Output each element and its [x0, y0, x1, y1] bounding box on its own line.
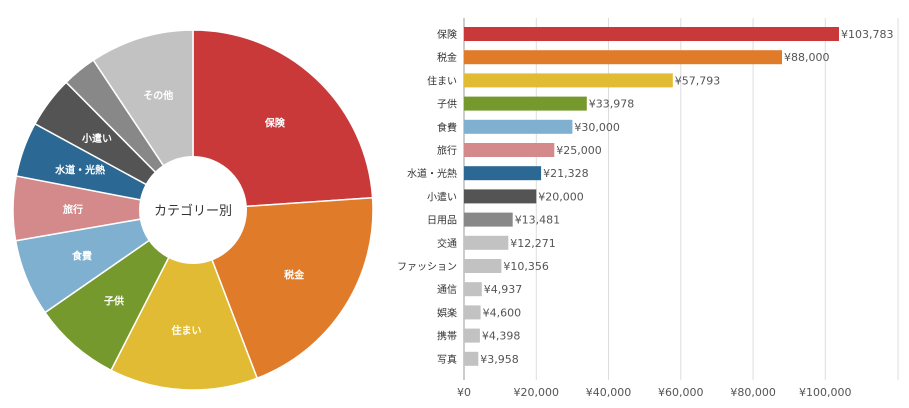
value-label: ¥25,000: [556, 144, 602, 157]
category-label: ファッション: [397, 262, 457, 273]
value-label: ¥3,958: [480, 353, 519, 366]
category-label: 写真: [437, 353, 457, 366]
value-label: ¥21,328: [543, 167, 589, 180]
bar[interactable]: [464, 351, 479, 366]
bar-x-tick-labels: ¥0 ¥20,000 ¥40,000 ¥60,000 ¥80,000 ¥100,000: [457, 386, 852, 399]
value-label: ¥103,783: [841, 28, 894, 41]
category-label: 通信: [437, 284, 457, 296]
x-tick-label: ¥40,000: [586, 386, 632, 399]
pie-slice-label: 住まい: [172, 324, 202, 337]
x-tick-label: ¥60,000: [658, 386, 704, 399]
x-tick-label: ¥20,000: [514, 386, 560, 399]
bar[interactable]: [464, 166, 542, 181]
bar[interactable]: [464, 282, 482, 297]
bar[interactable]: [464, 143, 555, 157]
category-label: 食費: [437, 121, 457, 134]
bar[interactable]: [464, 96, 587, 111]
bar-bars: [464, 27, 839, 366]
x-tick-label: ¥0: [457, 386, 471, 399]
bar[interactable]: [464, 73, 673, 88]
value-label: ¥13,481: [515, 214, 561, 227]
value-label: ¥20,000: [538, 190, 584, 203]
category-label: 税金: [437, 51, 457, 64]
value-label: ¥57,793: [675, 74, 721, 87]
category-label: 携帯: [437, 330, 457, 343]
pie-slice[interactable]: [192, 29, 374, 211]
pie-slice-label: 小遣い: [81, 132, 112, 145]
pie-slice-label: 食費: [71, 250, 92, 263]
bar[interactable]: [464, 189, 537, 204]
bar[interactable]: [464, 235, 509, 250]
pie-slice-label: 子供: [104, 294, 124, 307]
value-label: ¥12,271: [510, 237, 556, 250]
bar[interactable]: [464, 119, 573, 134]
bar[interactable]: [464, 212, 513, 227]
category-label: 水道・光熱: [407, 167, 457, 180]
value-label: ¥33,978: [589, 98, 635, 111]
pie-slice-label: 水道・光熱: [54, 163, 105, 176]
pie-slice[interactable]: [191, 196, 374, 380]
category-label: 旅行: [437, 144, 457, 157]
pie-center-hole: [139, 156, 247, 264]
category-label: 小遣い: [427, 190, 457, 203]
bar[interactable]: [464, 305, 481, 320]
bar[interactable]: [464, 328, 480, 343]
value-label: ¥10,356: [503, 260, 549, 273]
category-label: 子供: [437, 98, 457, 111]
pie-slice[interactable]: [110, 208, 259, 391]
bar[interactable]: [464, 50, 782, 65]
value-label: ¥4,937: [484, 283, 523, 296]
value-label: ¥4,398: [482, 330, 521, 343]
value-label: ¥88,000: [784, 51, 830, 64]
pie-slice-label: その他: [143, 89, 173, 102]
pie-center-label: カテゴリー別: [154, 203, 232, 219]
value-label: ¥30,000: [574, 121, 620, 134]
bar[interactable]: [464, 259, 502, 273]
bar[interactable]: [464, 27, 839, 41]
pie-slice-label: 旅行: [63, 203, 83, 216]
category-label: 住まい: [427, 74, 457, 87]
pie-slice-label: 保険: [264, 116, 286, 129]
bar-value-labels: ¥103,783 ¥88,000 ¥57,793 ¥33,978 ¥30,000 ¥25,…: [480, 28, 893, 366]
value-label: ¥4,600: [483, 306, 521, 319]
category-label: 娯楽: [437, 306, 457, 319]
category-label: 保険: [437, 28, 457, 41]
x-tick-label: ¥80,000: [730, 386, 776, 399]
x-tick-label: ¥100,000: [799, 386, 852, 399]
category-label: 日用品: [427, 215, 457, 227]
pie-slice-label: 税金: [284, 269, 305, 282]
category-label: 交通: [437, 237, 457, 250]
